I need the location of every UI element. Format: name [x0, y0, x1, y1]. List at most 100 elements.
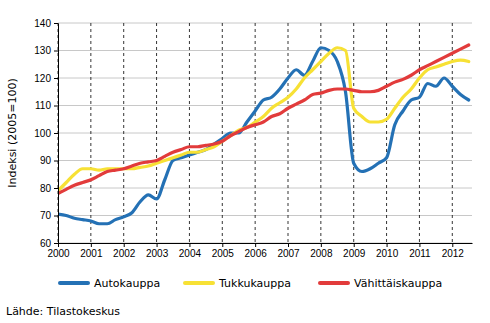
x-tick-label: 2011 — [409, 248, 431, 259]
chart-container: 2000 2001 2002 2003 2004 2005 2006 2007 2008 2009… — [0, 0, 490, 323]
x-tick-mark — [419, 243, 420, 247]
series-line — [58, 45, 469, 194]
y-tick: 100 — [34, 128, 58, 139]
x-tick: 2011 — [409, 243, 431, 259]
grid-line-y — [58, 50, 472, 51]
x-tick-mark — [288, 243, 289, 247]
y-tick-label: 90 — [40, 155, 52, 166]
x-axis: 2000 2001 2002 2003 2004 2005 2006 2007 2008 2009… — [47, 243, 472, 259]
legend-label: Autokauppa — [94, 277, 160, 290]
x-tick: 2006 — [245, 243, 268, 259]
y-tick-mark — [54, 78, 58, 79]
x-tick: 2002 — [113, 243, 136, 259]
x-tick: 2003 — [146, 243, 169, 259]
x-tick: 2007 — [277, 243, 300, 259]
x-tick: 2001 — [80, 243, 103, 259]
chart-svg: 2000 2001 2002 2003 2004 2005 2006 2007 2008 2009… — [0, 0, 490, 323]
grid-line-x — [189, 23, 190, 243]
y-tick-mark — [54, 51, 58, 52]
series-line — [58, 48, 469, 224]
x-tick-label: 2005 — [212, 248, 235, 259]
x-tick: 2009 — [343, 243, 366, 259]
x-tick-label: 2009 — [343, 248, 366, 259]
y-tick-label: 70 — [40, 210, 52, 221]
x-tick-mark — [189, 243, 190, 247]
x-tick-mark — [157, 243, 158, 247]
legend-label: Tukkukauppa — [218, 277, 291, 290]
y-tick: 130 — [34, 45, 58, 56]
x-tick-label: 2010 — [376, 248, 399, 259]
y-tick: 120 — [34, 73, 58, 84]
x-tick: 2005 — [212, 243, 235, 259]
x-tick-label: 2008 — [310, 248, 333, 259]
x-axis-line — [59, 243, 473, 244]
grid-line-y — [58, 160, 472, 161]
grid-line-y — [58, 188, 472, 189]
y-tick-mark — [54, 216, 58, 217]
grid-line-x — [156, 23, 157, 243]
y-tick-label: 140 — [34, 18, 51, 29]
x-tick: 2004 — [179, 243, 202, 259]
y-tick-label: 80 — [40, 183, 52, 194]
legend-swatch — [320, 281, 348, 285]
grid-line-x — [320, 23, 321, 243]
y-tick-mark — [54, 188, 58, 189]
grid-line-x — [419, 23, 420, 243]
x-tick-label: 2007 — [277, 248, 300, 259]
x-tick-mark — [124, 243, 125, 247]
grid-line-x — [123, 23, 124, 243]
grid-line-x — [288, 23, 289, 243]
legend: Autokauppa Tukkukauppa Vähittäiskauppa — [60, 277, 442, 290]
grid-line-x — [90, 23, 91, 243]
x-tick-mark — [58, 243, 59, 247]
source-note: Lähde: Tilastokeskus — [6, 305, 120, 318]
grid-line-y — [58, 215, 472, 216]
y-tick-label: 130 — [34, 45, 51, 56]
grid-line-x — [255, 23, 256, 243]
y-tick-mark — [54, 23, 58, 24]
y-axis: 60 70 80 90 100 110 120 130 140 — [34, 18, 58, 249]
grid-line-y — [58, 105, 472, 106]
y-tick-label: 100 — [34, 128, 51, 139]
y-tick: 110 — [35, 100, 58, 111]
y-tick-mark — [54, 133, 58, 134]
y-tick-label: 120 — [34, 73, 51, 84]
x-tick-mark — [222, 243, 223, 247]
y-tick: 70 — [40, 210, 58, 221]
x-tick-label: 2003 — [146, 248, 169, 259]
grid-line-y — [58, 23, 472, 24]
series-lines — [58, 45, 469, 224]
x-tick-mark — [255, 243, 256, 247]
legend-label: Vähittäiskauppa — [354, 277, 442, 290]
x-tick-label: 2004 — [179, 248, 202, 259]
y-tick-mark — [54, 161, 58, 162]
y-tick: 80 — [40, 183, 58, 194]
grid — [58, 23, 472, 243]
y-tick: 140 — [34, 18, 58, 29]
x-tick-mark — [387, 243, 388, 247]
x-tick-mark — [452, 243, 453, 247]
y-tick-label: 60 — [40, 238, 52, 249]
y-tick-label: 110 — [35, 100, 51, 111]
grid-line-x — [452, 23, 453, 243]
x-tick: 2010 — [376, 243, 399, 259]
y-axis-title: Indeksi (2005=100) — [6, 78, 19, 187]
x-tick-label: 2006 — [245, 248, 268, 259]
x-tick-mark — [321, 243, 322, 247]
x-tick-label: 2012 — [442, 248, 465, 259]
x-tick-mark — [91, 243, 92, 247]
grid-line-x — [222, 23, 223, 243]
grid-line-y — [58, 133, 472, 134]
x-tick-mark — [354, 243, 355, 247]
x-tick-label: 2002 — [113, 248, 136, 259]
grid-line-x — [386, 23, 387, 243]
legend-swatch — [60, 281, 88, 285]
y-tick-mark — [54, 106, 58, 107]
x-tick-label: 2000 — [47, 248, 70, 259]
grid-line-x — [353, 23, 354, 243]
x-tick: 2012 — [442, 243, 465, 259]
y-axis-line — [58, 24, 59, 244]
y-tick: 90 — [40, 155, 58, 166]
x-tick-label: 2001 — [80, 248, 103, 259]
grid-line-y — [58, 243, 472, 244]
